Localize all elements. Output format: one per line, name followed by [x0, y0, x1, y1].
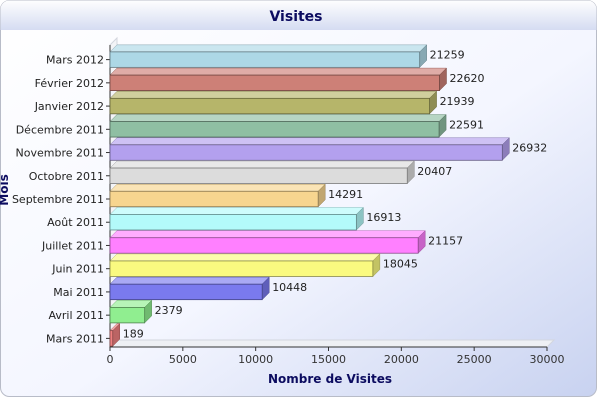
x-tick-label: 20000 — [384, 353, 419, 366]
bar-value-label: 26932 — [512, 142, 547, 155]
bar-top-face — [109, 114, 447, 122]
category-label: Novembre 2011 — [16, 147, 104, 160]
bar-top-face — [109, 91, 438, 99]
bar-value-label: 21157 — [428, 234, 463, 247]
title-bar — [0, 0, 597, 30]
category-label: Janvier 2012 — [34, 100, 104, 113]
x-tick-label: 15000 — [311, 353, 346, 366]
bar-value-label: 10448 — [272, 281, 307, 294]
x-tick-label: 5000 — [169, 353, 197, 366]
bar[interactable] — [109, 144, 503, 161]
bar-value-label: 189 — [123, 327, 144, 340]
bar[interactable] — [109, 237, 419, 254]
bar[interactable] — [109, 97, 430, 115]
category-label: Août 2011 — [47, 216, 104, 229]
bar[interactable] — [109, 190, 319, 208]
bar-top-face — [109, 184, 326, 192]
bar[interactable] — [109, 51, 421, 68]
chart-title: Visites — [269, 9, 322, 25]
bar[interactable] — [109, 283, 263, 301]
bar-value-label: 21939 — [440, 95, 475, 108]
category-label: Mars 2012 — [46, 54, 104, 67]
bar[interactable] — [109, 260, 374, 277]
x-tick-label: 0 — [107, 353, 114, 366]
x-tick-label: 25000 — [457, 353, 492, 366]
plot-area: 0 5000 10000 15000 20000 25000 30000 Mars 2012 2… — [12, 36, 565, 366]
category-label: Octobre 2011 — [29, 170, 104, 183]
x-tick-label: 10000 — [238, 353, 273, 366]
bar[interactable] — [109, 167, 408, 184]
category-label: Février 2012 — [35, 77, 104, 90]
bar-top-face — [109, 276, 270, 285]
bar-top-face — [109, 67, 448, 76]
bar-value-label: 18045 — [383, 258, 418, 271]
bar-top-face — [109, 160, 415, 169]
category-label: Mars 2011 — [46, 332, 104, 345]
bar-value-label: 22620 — [449, 72, 484, 85]
bar[interactable] — [109, 330, 114, 347]
category-label: Juillet 2011 — [41, 239, 104, 252]
bar-top-face — [109, 137, 510, 146]
bar[interactable] — [109, 307, 146, 324]
category-label: Septembre 2011 — [12, 193, 104, 206]
category-label: Avril 2011 — [48, 309, 104, 322]
category-label: Juin 2011 — [51, 263, 104, 276]
x-tick-label: 30000 — [530, 353, 565, 366]
bar-value-label: 22591 — [449, 118, 484, 131]
bar-value-label: 2379 — [155, 304, 183, 317]
bar[interactable] — [109, 121, 440, 138]
y-axis-label: Mois — [0, 174, 11, 205]
category-label: Mai 2011 — [53, 286, 104, 299]
x-axis-label: Nombre de Visites — [268, 372, 392, 386]
bar-value-label: 14291 — [328, 188, 363, 201]
bar-top-face — [109, 207, 364, 215]
bar-top-face — [109, 44, 428, 53]
bar-value-label: 16913 — [366, 211, 401, 224]
bar-value-label: 21259 — [430, 49, 465, 62]
bar-value-label: 20407 — [417, 165, 452, 178]
bar-top-face — [109, 253, 381, 262]
bar[interactable] — [109, 214, 357, 231]
bar[interactable] — [109, 74, 440, 91]
category-label: Décembre 2011 — [16, 123, 104, 136]
bar-top-face — [109, 230, 426, 238]
axis-floor — [108, 339, 556, 348]
